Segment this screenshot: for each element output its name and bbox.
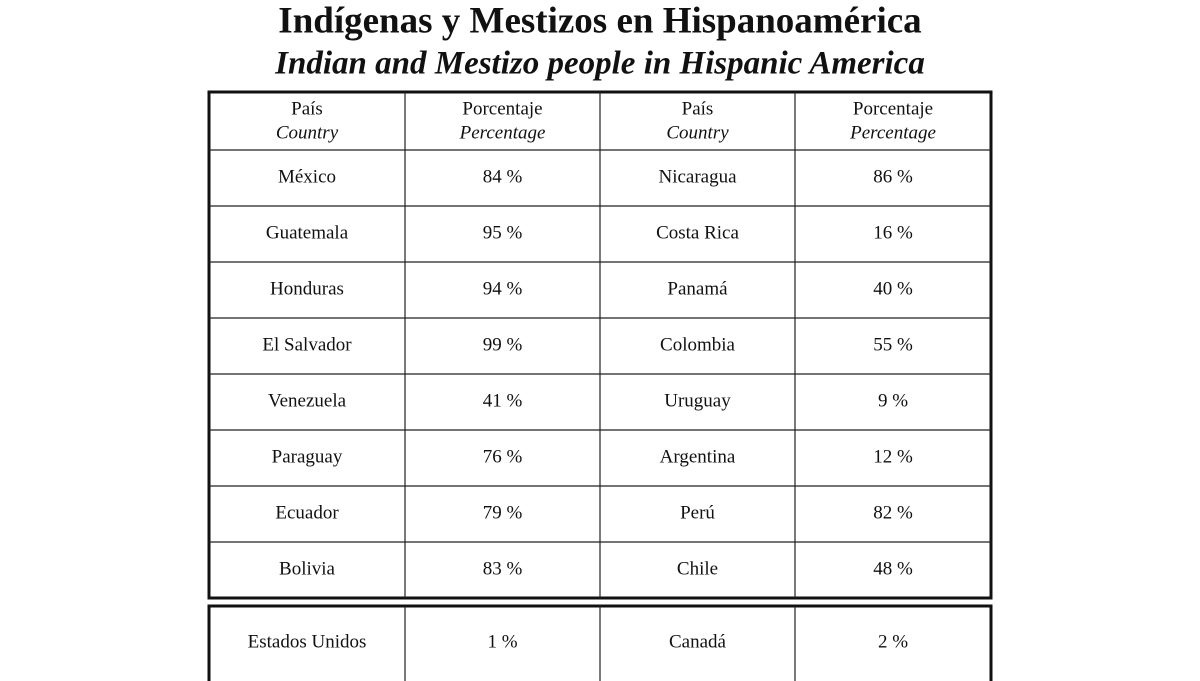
percentage-cell: 16 %: [873, 222, 913, 243]
percentage-cell: 41 %: [483, 390, 523, 411]
country-cell: Estados Unidos: [248, 631, 367, 652]
percentage-cell: 76 %: [483, 446, 523, 467]
column-header-en: Percentage: [849, 122, 936, 143]
percentage-cell: 86 %: [873, 166, 913, 187]
column-header-en: Country: [276, 122, 339, 143]
percentage-cell: 40 %: [873, 278, 913, 299]
country-cell: Ecuador: [275, 502, 339, 523]
percentage-cell: 95 %: [483, 222, 523, 243]
country-cell: Colombia: [660, 334, 736, 355]
country-cell: Perú: [680, 502, 715, 523]
country-cell: Honduras: [270, 278, 344, 299]
column-header: Porcentaje: [853, 98, 933, 119]
percentage-cell: 2 %: [878, 631, 908, 652]
percentage-cell: 1 %: [487, 631, 517, 652]
country-cell: Panamá: [667, 278, 728, 299]
country-cell: Uruguay: [664, 390, 731, 411]
percentage-cell: 12 %: [873, 446, 913, 467]
column-header-en: Percentage: [459, 122, 546, 143]
column-header: País: [682, 98, 714, 119]
country-cell: Costa Rica: [656, 222, 739, 243]
percentage-cell: 55 %: [873, 334, 913, 355]
percentage-cell: 83 %: [483, 558, 523, 579]
country-cell: Canadá: [669, 631, 727, 652]
country-cell: Nicaragua: [658, 166, 737, 187]
percentage-cell: 9 %: [878, 390, 908, 411]
percentage-cell: 79 %: [483, 502, 523, 523]
column-header: Porcentaje: [462, 98, 542, 119]
title: Indígenas y Mestizos en Hispanoamérica: [278, 0, 921, 41]
subtitle: Indian and Mestizo people in Hispanic Am…: [274, 46, 925, 82]
column-header: País: [291, 98, 323, 119]
percentage-cell: 48 %: [873, 558, 913, 579]
country-cell: Guatemala: [266, 222, 349, 243]
country-cell: Venezuela: [268, 390, 347, 411]
percentage-cell: 94 %: [483, 278, 523, 299]
country-cell: El Salvador: [262, 334, 352, 355]
country-cell: Paraguay: [272, 446, 343, 467]
country-cell: México: [278, 166, 336, 187]
percentage-cell: 82 %: [873, 502, 913, 523]
country-cell: Bolivia: [279, 558, 336, 579]
country-cell: Argentina: [660, 446, 736, 467]
percentage-cell: 84 %: [483, 166, 523, 187]
column-header-en: Country: [666, 122, 729, 143]
country-cell: Chile: [677, 558, 718, 579]
percentage-cell: 99 %: [483, 334, 523, 355]
